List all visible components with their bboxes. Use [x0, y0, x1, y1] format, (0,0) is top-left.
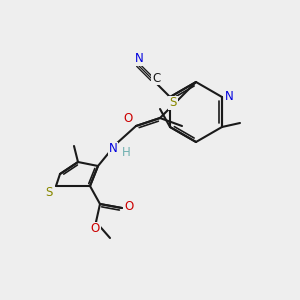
- Text: S: S: [45, 185, 53, 199]
- Text: N: N: [135, 52, 143, 65]
- Text: O: O: [124, 200, 134, 214]
- Text: N: N: [109, 142, 117, 155]
- Text: H: H: [122, 146, 130, 158]
- Text: O: O: [90, 223, 100, 236]
- Text: S: S: [169, 97, 177, 110]
- Text: C: C: [152, 71, 160, 85]
- Text: N: N: [225, 91, 233, 103]
- Text: O: O: [123, 112, 133, 124]
